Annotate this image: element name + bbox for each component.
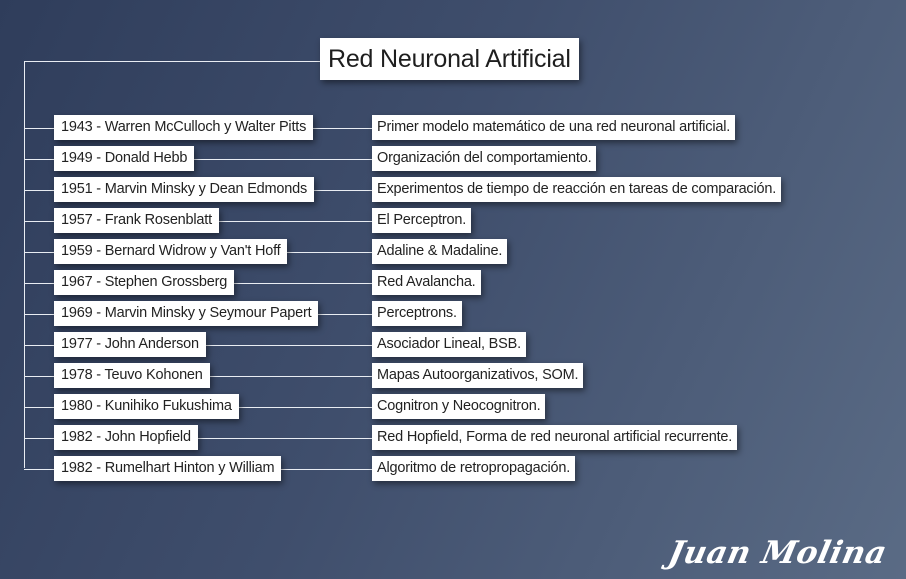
branch-line <box>24 283 54 284</box>
author-signature: Juan Molina <box>664 535 890 571</box>
timeline-contribution: Red Avalancha. <box>372 270 481 295</box>
branch-line <box>24 438 54 439</box>
timeline-event: 1959 - Bernard Widrow y Van't Hoff <box>54 239 288 264</box>
timeline-contribution: El Perceptron. <box>372 208 472 233</box>
branch-line <box>24 252 54 253</box>
branch-line <box>24 190 54 191</box>
timeline-contribution: Red Hopfield, Forma de red neuronal arti… <box>372 425 738 450</box>
timeline-contribution: Mapas Autoorganizativos, SOM. <box>372 363 584 388</box>
branch-line <box>24 221 54 222</box>
branch-line <box>24 407 54 408</box>
branch-line <box>24 314 54 315</box>
timeline-event: 1978 - Teuvo Kohonen <box>54 363 210 388</box>
timeline-contribution: Organización del comportamiento. <box>372 146 597 171</box>
timeline-event: 1977 - John Anderson <box>54 332 206 357</box>
timeline-event: 1943 - Warren McCulloch y Walter Pitts <box>54 115 314 140</box>
diagram-title: Red Neuronal Artificial <box>320 38 579 80</box>
timeline-event: 1957 - Frank Rosenblatt <box>54 208 219 233</box>
timeline-contribution: Primer modelo matemático de una red neur… <box>372 115 736 140</box>
timeline-contribution: Perceptrons. <box>372 301 462 326</box>
timeline-event: 1949 - Donald Hebb <box>54 146 195 171</box>
timeline-event: 1982 - John Hopfield <box>54 425 198 450</box>
branch-line <box>24 159 54 160</box>
connector-line <box>54 438 372 439</box>
trunk-line <box>24 61 25 468</box>
branch-line <box>24 469 54 470</box>
timeline-contribution: Experimentos de tiempo de reacción en ta… <box>372 177 782 202</box>
timeline-event: 1969 - Marvin Minsky y Seymour Papert <box>54 301 319 326</box>
timeline-event: 1967 - Stephen Grossberg <box>54 270 235 295</box>
title-connector <box>24 61 320 62</box>
timeline-contribution: Cognitron y Neocognitron. <box>372 394 546 419</box>
timeline-contribution: Adaline & Madaline. <box>372 239 508 264</box>
timeline-contribution: Algoritmo de retropropagación. <box>372 456 576 481</box>
timeline-contribution: Asociador Lineal, BSB. <box>372 332 526 357</box>
timeline-event: 1982 - Rumelhart Hinton y William <box>54 456 282 481</box>
branch-line <box>24 128 54 129</box>
connector-line <box>54 345 372 346</box>
timeline-event: 1980 - Kunihiko Fukushima <box>54 394 239 419</box>
timeline-event: 1951 - Marvin Minsky y Dean Edmonds <box>54 177 315 202</box>
connector-line <box>54 159 372 160</box>
connector-line <box>54 376 372 377</box>
branch-line <box>24 376 54 377</box>
branch-line <box>24 345 54 346</box>
